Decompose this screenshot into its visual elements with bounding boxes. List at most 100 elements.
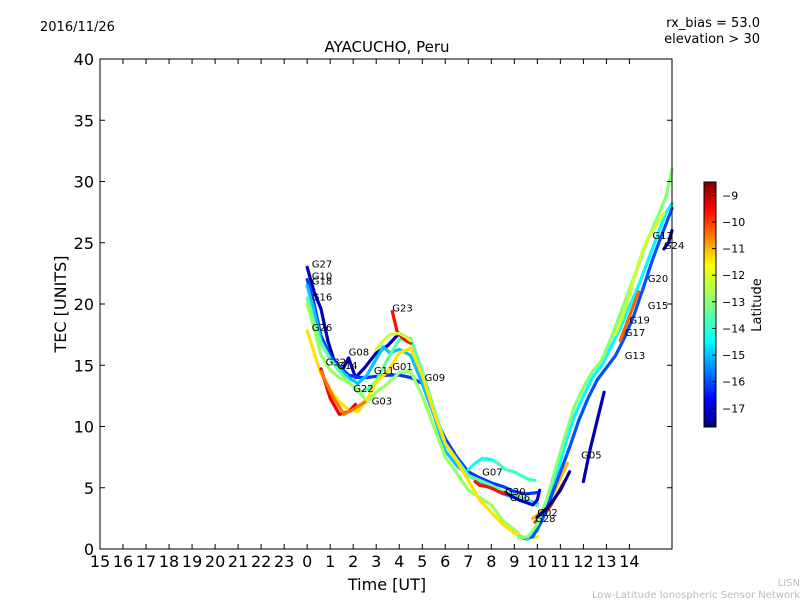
satellite-label-g28: G28: [535, 514, 555, 525]
x-tick-label: 15: [90, 552, 110, 571]
tec-series-6: [305, 329, 539, 540]
tec-series-24: [535, 470, 572, 519]
x-tick-label: 0: [302, 552, 312, 571]
tec-series-17: [517, 202, 674, 541]
x-tick-label: 20: [205, 552, 225, 571]
satellite-label-g05: G05: [581, 450, 601, 461]
satellite-label-g14: G14: [337, 361, 357, 372]
tec-series-10: [374, 331, 413, 351]
x-tick-label: 1: [325, 552, 335, 571]
x-axis-ticks: 15 16 17 18 19 20 21 22 23 0 1 2 3 4 5 6 7 8 9 10 11 12 13 14: [90, 59, 640, 571]
x-axis-label: Time [UT]: [347, 575, 426, 594]
elevation-label: elevation > 30: [664, 32, 760, 47]
colorbar-tick-label: −14: [722, 322, 745, 335]
x-tick-label: 18: [159, 552, 179, 571]
footer-lisn: LISN: [778, 578, 800, 589]
x-tick-label: 3: [371, 552, 381, 571]
colorbar: −9 −10 −11 −12 −13 −14 −15 −16 −17 Latitude: [703, 181, 765, 428]
satellite-label-g06: G06: [510, 493, 530, 504]
colorbar-gradient: [703, 181, 717, 428]
colorbar-tick-label: −13: [722, 296, 745, 309]
tec-series-1: [305, 265, 413, 380]
x-tick-label: 13: [596, 552, 616, 571]
y-tick-label: 40: [74, 50, 94, 69]
satellite-label-g07: G07: [482, 468, 502, 479]
x-tick-label: 4: [394, 552, 404, 571]
x-tick-label: 11: [550, 552, 570, 571]
satellite-label-g12: G12: [652, 231, 672, 242]
tec-series-21: [618, 290, 641, 343]
satellite-label-g13: G13: [625, 351, 645, 362]
tec-series-19: [517, 167, 674, 540]
x-tick-label: 16: [113, 552, 133, 571]
tec-series-5: [305, 302, 528, 541]
y-tick-label: 25: [74, 234, 94, 253]
satellite-label-g17: G17: [625, 328, 645, 339]
x-tick-label: 6: [440, 552, 450, 571]
satellite-label-g32: G32: [326, 357, 346, 368]
x-tick-label: 7: [463, 552, 473, 571]
y-tick-label: 0: [84, 540, 94, 559]
satellite-label-g15: G15: [648, 301, 668, 312]
x-tick-label: 22: [251, 552, 271, 571]
y-tick-label: 35: [74, 111, 94, 130]
satellite-label-g26: G26: [312, 323, 332, 334]
tec-series-8: [319, 369, 367, 416]
satellite-label-g11: G11: [374, 366, 394, 377]
y-axis-label: TEC [UNITS]: [51, 256, 70, 354]
x-tick-label: 5: [417, 552, 427, 571]
x-tick-label: 19: [182, 552, 202, 571]
tec-series-4: [305, 296, 539, 508]
satellite-label-g09: G09: [425, 373, 445, 384]
satellite-label-g03: G03: [372, 396, 392, 407]
satellite-label-g20: G20: [648, 274, 668, 285]
tec-series-14: [473, 480, 507, 496]
x-tick-label: 14: [619, 552, 639, 571]
y-tick-label: 10: [74, 418, 94, 437]
satellite-label-g30: G30: [505, 487, 525, 498]
satellite-label-g08: G08: [349, 347, 369, 358]
series-layer: [305, 167, 674, 541]
y-tick-label: 20: [74, 295, 94, 314]
colorbar-tick-label: −11: [722, 243, 745, 256]
x-tick-label: 9: [509, 552, 519, 571]
colorbar-tick-label: −15: [722, 349, 745, 362]
footer-network: Low-Latitude Ionospheric Sensor Network: [592, 590, 800, 600]
x-tick-label: 21: [228, 552, 248, 571]
rx-bias-label: rx_bias = 53.0: [666, 16, 760, 31]
date-label: 2016/11/26: [40, 20, 115, 35]
colorbar-tick-label: −16: [722, 376, 745, 389]
satellite-label-g23: G23: [392, 303, 412, 314]
tec-series-12: [466, 456, 493, 471]
colorbar-label: Latitude: [750, 278, 765, 332]
colorbar-tick-label: −12: [722, 269, 745, 282]
satellite-label-g24: G24: [664, 241, 684, 252]
x-tick-label: 8: [486, 552, 496, 571]
colorbar-tick-label: −9: [722, 189, 738, 202]
x-tick-label: 10: [527, 552, 547, 571]
y-tick-label: 30: [74, 173, 94, 192]
satellite-label-g19: G19: [629, 316, 649, 327]
x-tick-label: 17: [136, 552, 156, 571]
satellite-label-g02: G02: [537, 508, 557, 519]
satellite-label-g27: G27: [312, 259, 332, 270]
chart-title: AYACUCHO, Peru: [324, 38, 449, 56]
colorbar-tick-label: −17: [722, 402, 745, 415]
tec-series-9: [390, 309, 413, 345]
satellite-label-g18: G18: [312, 276, 332, 287]
satellite-label-g22: G22: [353, 384, 373, 395]
satellite-label-g01: G01: [392, 362, 412, 373]
x-tick-label: 23: [274, 552, 294, 571]
colorbar-tick-label: −10: [722, 216, 745, 229]
y-tick-label: 15: [74, 356, 94, 375]
y-axis-ticks: 0 5 10 15 20 25 30 35 40: [74, 50, 672, 559]
tec-series-13: [503, 488, 542, 507]
tec-series-22: [581, 390, 606, 484]
x-tick-label: 12: [573, 552, 593, 571]
y-tick-label: 5: [84, 479, 94, 498]
colorbar-ticks: −9 −10 −11 −12 −13 −14 −15 −16 −17: [712, 189, 745, 415]
x-tick-label: 2: [348, 552, 358, 571]
tec-series-18: [521, 206, 674, 540]
